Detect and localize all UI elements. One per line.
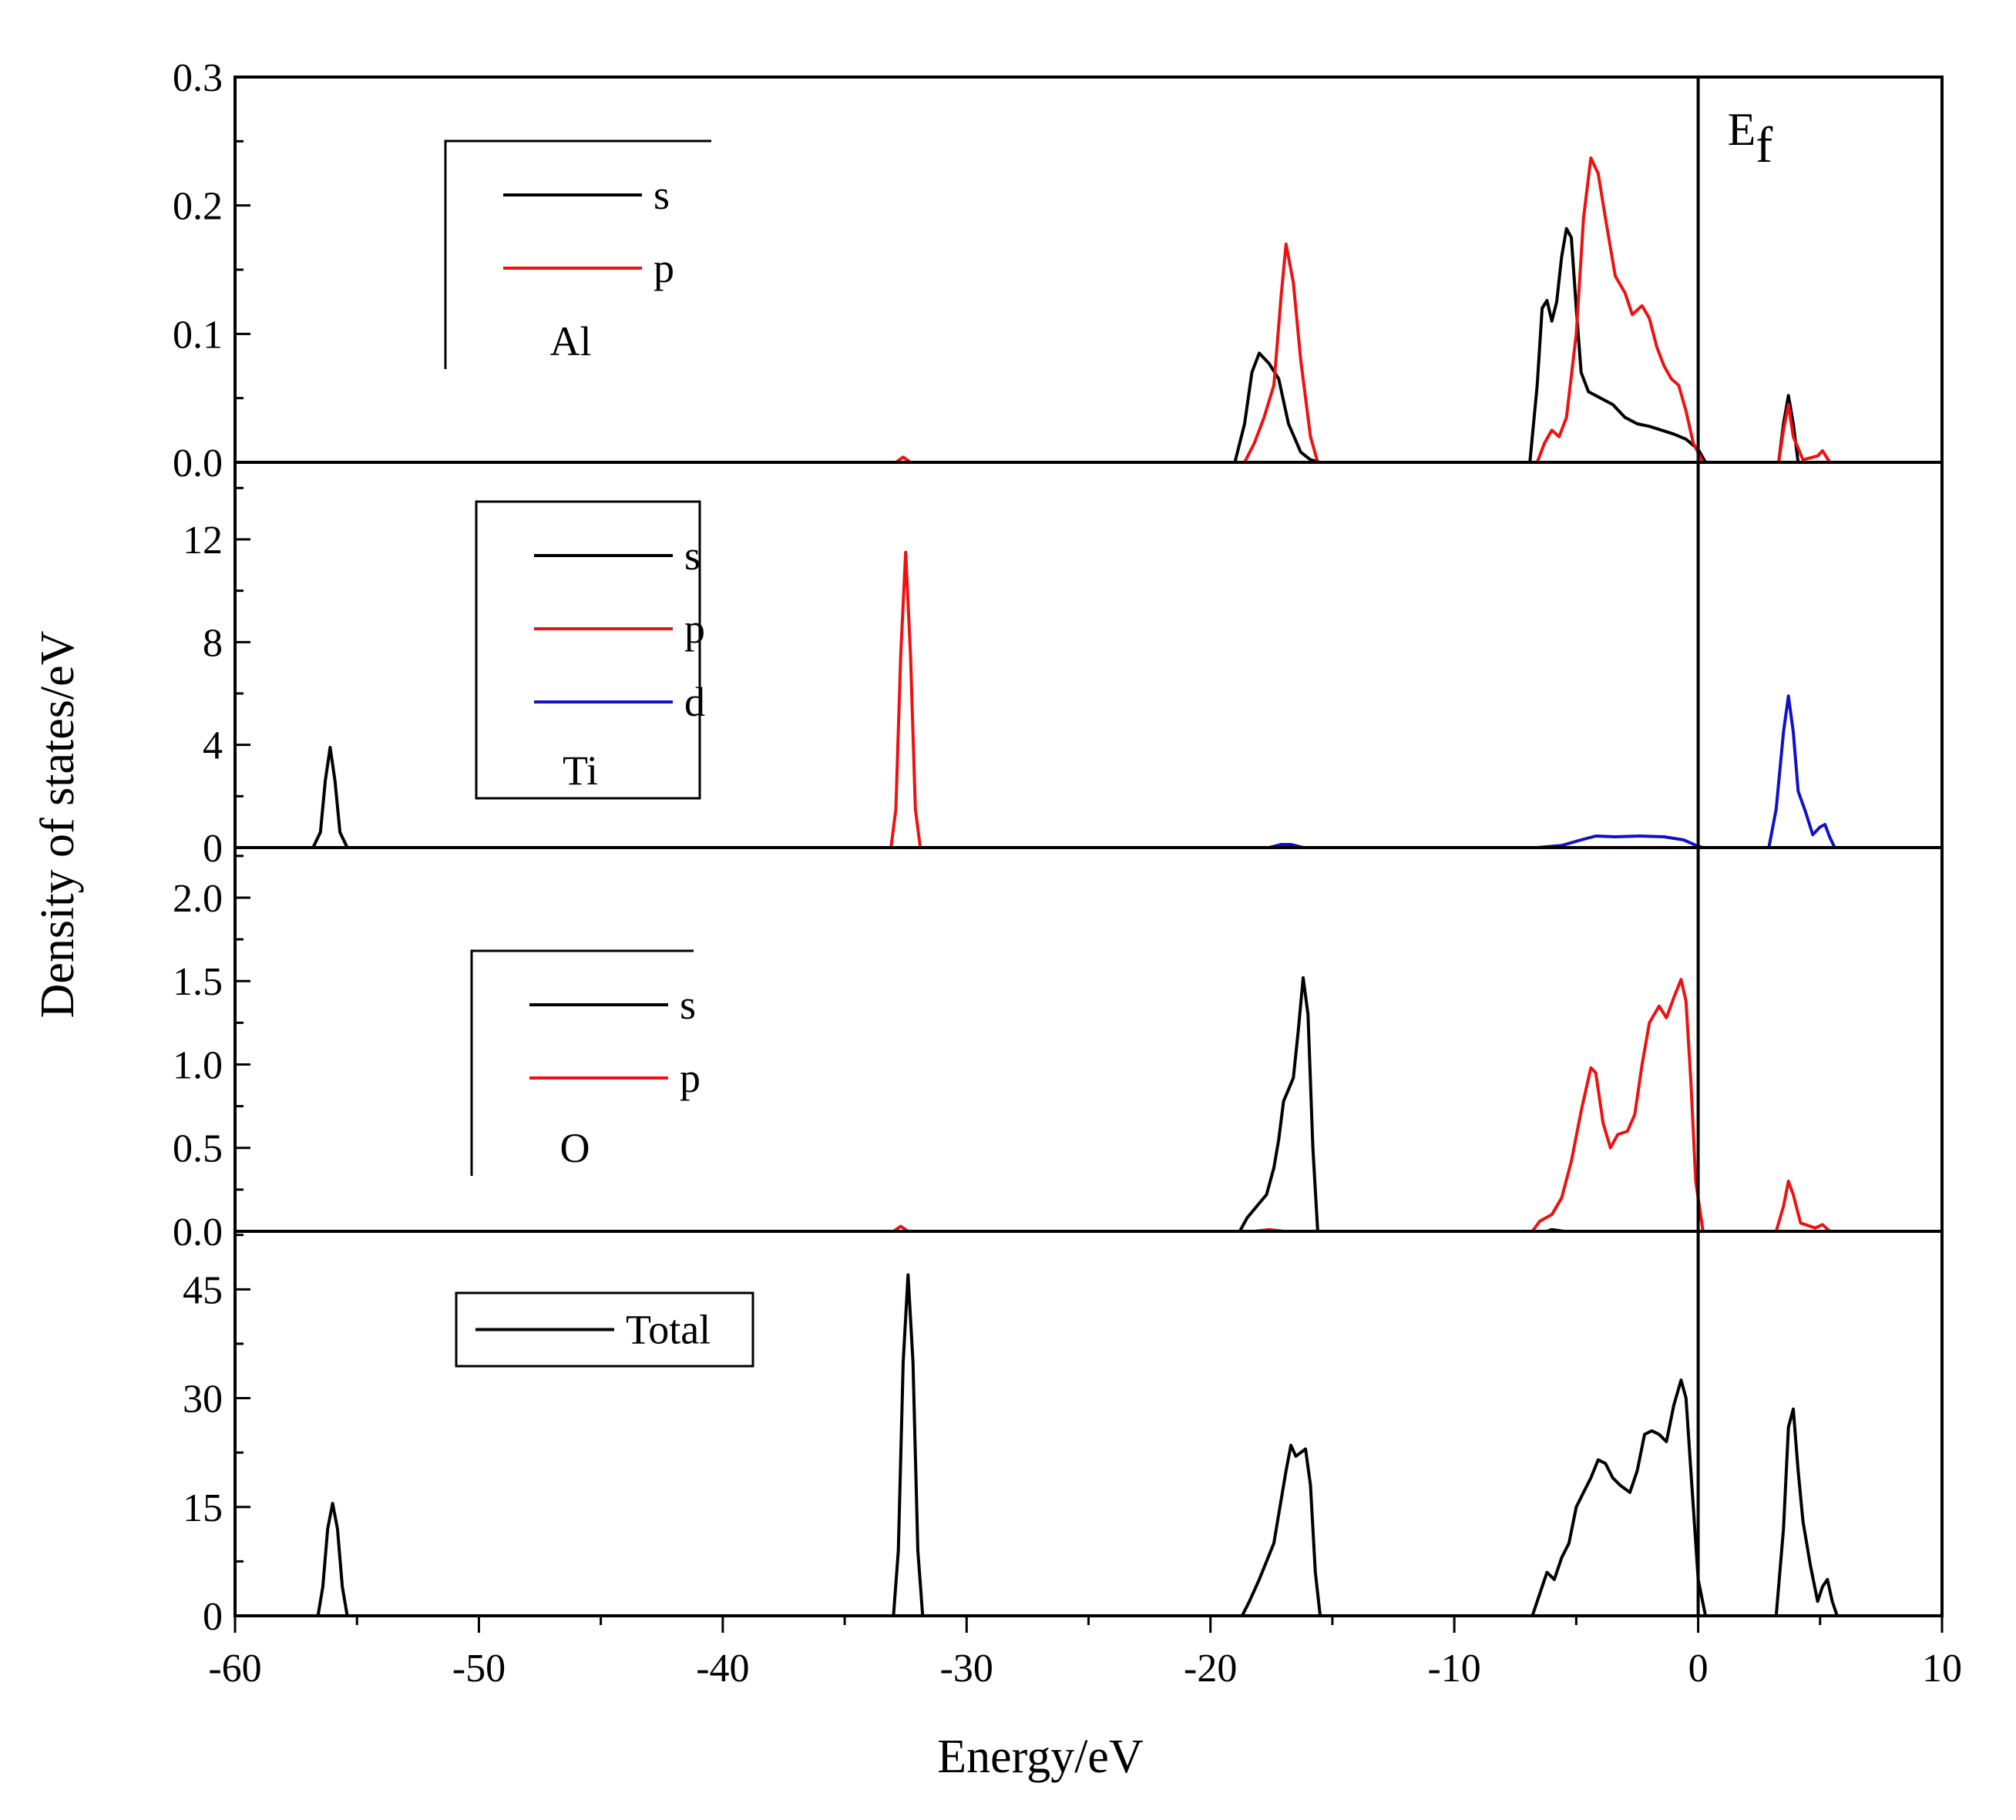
- y-tick-label-total: 0: [203, 1595, 223, 1639]
- series-al-p: [284, 156, 1874, 464]
- fermi-level-label: Ef: [1728, 104, 1773, 173]
- series-ti-p: [284, 550, 1835, 849]
- series-ti-s: [284, 746, 1835, 849]
- legend-label-o-s: s: [680, 982, 696, 1028]
- y-tick-label-total: 30: [183, 1378, 223, 1422]
- legend-label-al-s: s: [654, 172, 670, 218]
- x-tick-label: -20: [1184, 1647, 1237, 1691]
- legend-frame-ti: [475, 500, 701, 800]
- panel-o: 0.0 0.5 1.0 1.5 2.0 sp O: [173, 846, 1944, 1254]
- x-tick-label: -10: [1427, 1647, 1480, 1691]
- legend-label-o-p: p: [680, 1055, 701, 1101]
- x-tick-label: -60: [208, 1647, 261, 1691]
- legend-species-ti: Ti: [563, 747, 598, 794]
- legend-label-ti-d: d: [684, 679, 705, 725]
- y-tick-label-ti: 4: [203, 724, 223, 768]
- legend-total: Total: [455, 1291, 754, 1368]
- legend-frame-al: [444, 139, 711, 369]
- legend-species-al: Al: [550, 318, 592, 364]
- y-tick-label-o: 2.0: [173, 877, 223, 921]
- x-tick-label: -40: [696, 1647, 749, 1691]
- series-o-p: [284, 978, 1874, 1233]
- x-tick-label: -50: [452, 1647, 506, 1691]
- y-tick-label-ti: 8: [203, 621, 223, 665]
- y-tick-label-al: 0.1: [173, 313, 223, 357]
- x-axis-title: Energy/eV: [937, 1731, 1144, 1783]
- legend-frame-o: [470, 949, 694, 1176]
- y-tick-label-o: 0.5: [173, 1127, 223, 1171]
- legend-o: sp O: [470, 949, 701, 1176]
- y-tick-label-o: 1.0: [173, 1043, 223, 1087]
- y-tick-label-total: 15: [183, 1486, 223, 1530]
- fermi-label-main: E: [1728, 104, 1756, 155]
- series-total-total: [284, 1273, 1839, 1617]
- panel-ti: 0 4 8 12 spd Ti: [183, 461, 1944, 871]
- panel-frame-total: [234, 1230, 1944, 1617]
- panel-frame-o: [234, 846, 1944, 1233]
- y-tick-label-al: 0.2: [173, 185, 223, 229]
- series-al-s: [284, 227, 1874, 464]
- legend-ti: spd Ti: [475, 500, 705, 800]
- legend-al: sp Al: [444, 139, 711, 369]
- y-tick-label-al: 0.0: [173, 442, 223, 485]
- y-tick-label-al: 0.3: [173, 56, 223, 100]
- legend-label-ti-p: p: [684, 606, 705, 652]
- y-tick-label-total: 45: [183, 1268, 223, 1312]
- legend-label-ti-s: s: [684, 532, 701, 579]
- legend-label-total-total: Total: [626, 1307, 711, 1353]
- y-axis-title: Density of states/eV: [32, 630, 84, 1018]
- fermi-layer: Ef: [1696, 77, 1773, 1616]
- panel-frame-al: [234, 76, 1944, 464]
- y-tick-label-ti: 12: [183, 519, 223, 562]
- y-tick-label-o: 0.0: [173, 1211, 223, 1254]
- y-tick-label-ti: 0: [203, 827, 223, 871]
- x-tick-label: 10: [1922, 1647, 1962, 1691]
- legend-label-al-p: p: [654, 245, 674, 291]
- fermi-label-sub: f: [1756, 117, 1772, 173]
- x-tick-label: 0: [1688, 1647, 1709, 1691]
- y-tick-label-o: 1.5: [173, 960, 223, 1004]
- x-tick-label: -30: [940, 1647, 993, 1691]
- panel-al: 0.0 0.1 0.2 0.3 sp Al: [173, 56, 1944, 485]
- legend-species-o: O: [560, 1125, 590, 1171]
- x-axis-layer: -60 -50 -40 -30 -20 -10 0 10: [208, 1616, 1962, 1691]
- panel-total: 0 15 30 45 Total: [183, 1230, 1944, 1639]
